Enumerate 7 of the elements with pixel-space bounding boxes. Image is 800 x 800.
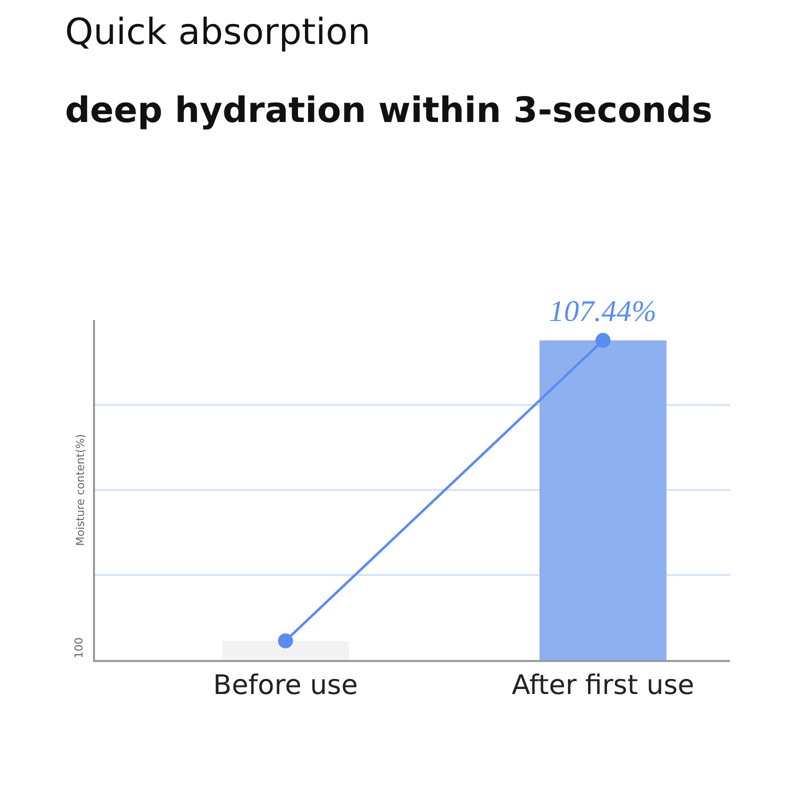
x-tick-label: Before use — [213, 670, 358, 702]
chart-subtitle: deep hydration within 3-seconds — [65, 91, 712, 131]
chart-title: Quick absorption — [65, 12, 371, 53]
text: 100 — [72, 637, 86, 658]
annotation: 107.44% — [549, 295, 656, 328]
y-axis-title: Moisture content(%) — [74, 434, 88, 546]
x-tick-label: After first use — [512, 670, 694, 702]
